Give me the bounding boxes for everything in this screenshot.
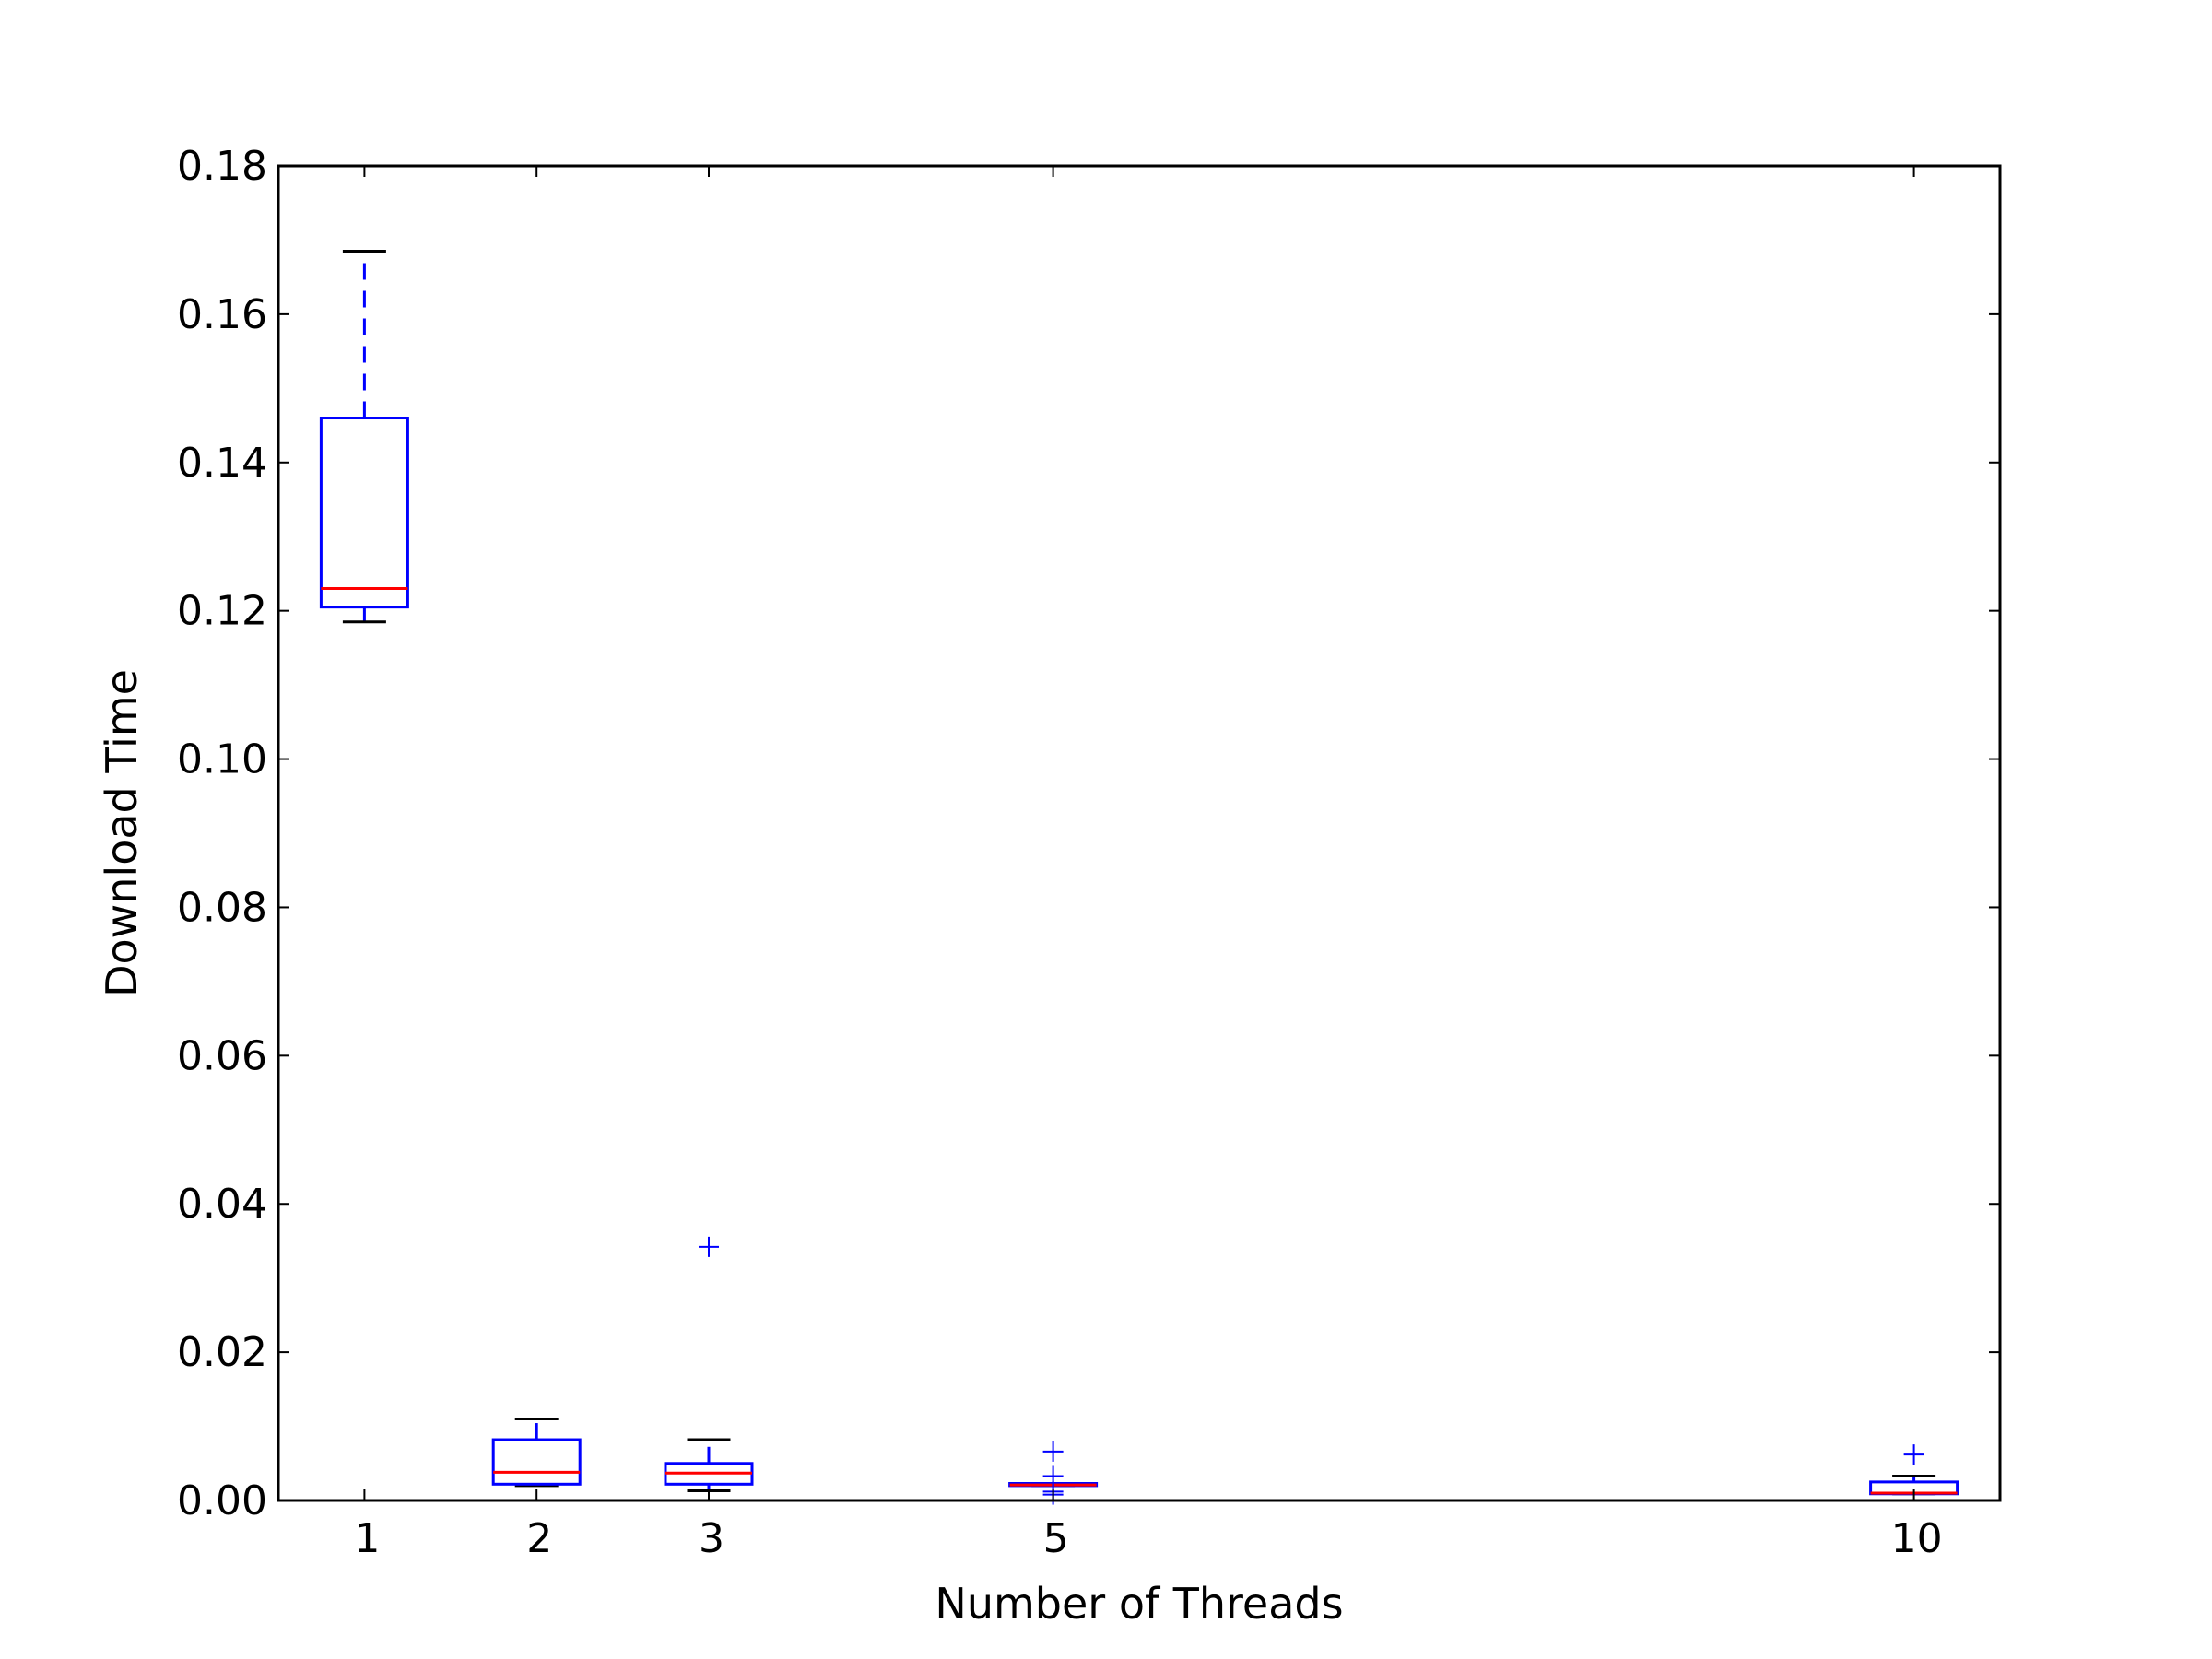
box-2 — [491, 1418, 582, 1488]
y-tick-label: 0.08 — [177, 884, 267, 931]
y-tick-label: 0.00 — [177, 1477, 267, 1524]
y-tick-label: 0.16 — [177, 291, 267, 338]
box-10 — [1869, 1444, 1959, 1496]
outlier-marker — [1903, 1444, 1924, 1465]
x-axis-label: Number of Threads — [935, 1579, 1343, 1629]
axes-frame — [276, 164, 2002, 1502]
y-tick-label: 0.02 — [177, 1329, 267, 1376]
box-5 — [1008, 1441, 1099, 1505]
x-tick-label: 2 — [526, 1515, 552, 1562]
x-tick-label: 10 — [1891, 1515, 1943, 1562]
box-body — [319, 417, 409, 609]
x-tick-label: 5 — [1043, 1515, 1069, 1562]
box-1 — [319, 250, 409, 624]
box-body — [491, 1438, 582, 1486]
y-axis-label: Download Time — [97, 669, 147, 997]
y-tick-label: 0.14 — [177, 440, 267, 487]
y-tick-label: 0.06 — [177, 1032, 267, 1079]
y-tick-label: 0.18 — [177, 143, 267, 190]
y-axis: 0.00 0.02 0.04 0.06 0.08 0.10 0.12 0.14 0.16 0.18 — [177, 143, 2000, 1524]
x-tick-label: 3 — [699, 1515, 724, 1562]
y-tick-label: 0.04 — [177, 1181, 267, 1228]
y-tick-label: 0.12 — [177, 588, 267, 635]
plot-area — [319, 250, 1959, 1505]
outlier-marker — [1042, 1441, 1064, 1462]
x-axis: 1 2 3 5 10 — [354, 166, 1943, 1562]
outlier-marker — [699, 1236, 719, 1257]
box-3 — [664, 1236, 754, 1493]
x-tick-label: 1 — [354, 1515, 380, 1562]
y-tick-label: 0.10 — [177, 736, 267, 783]
